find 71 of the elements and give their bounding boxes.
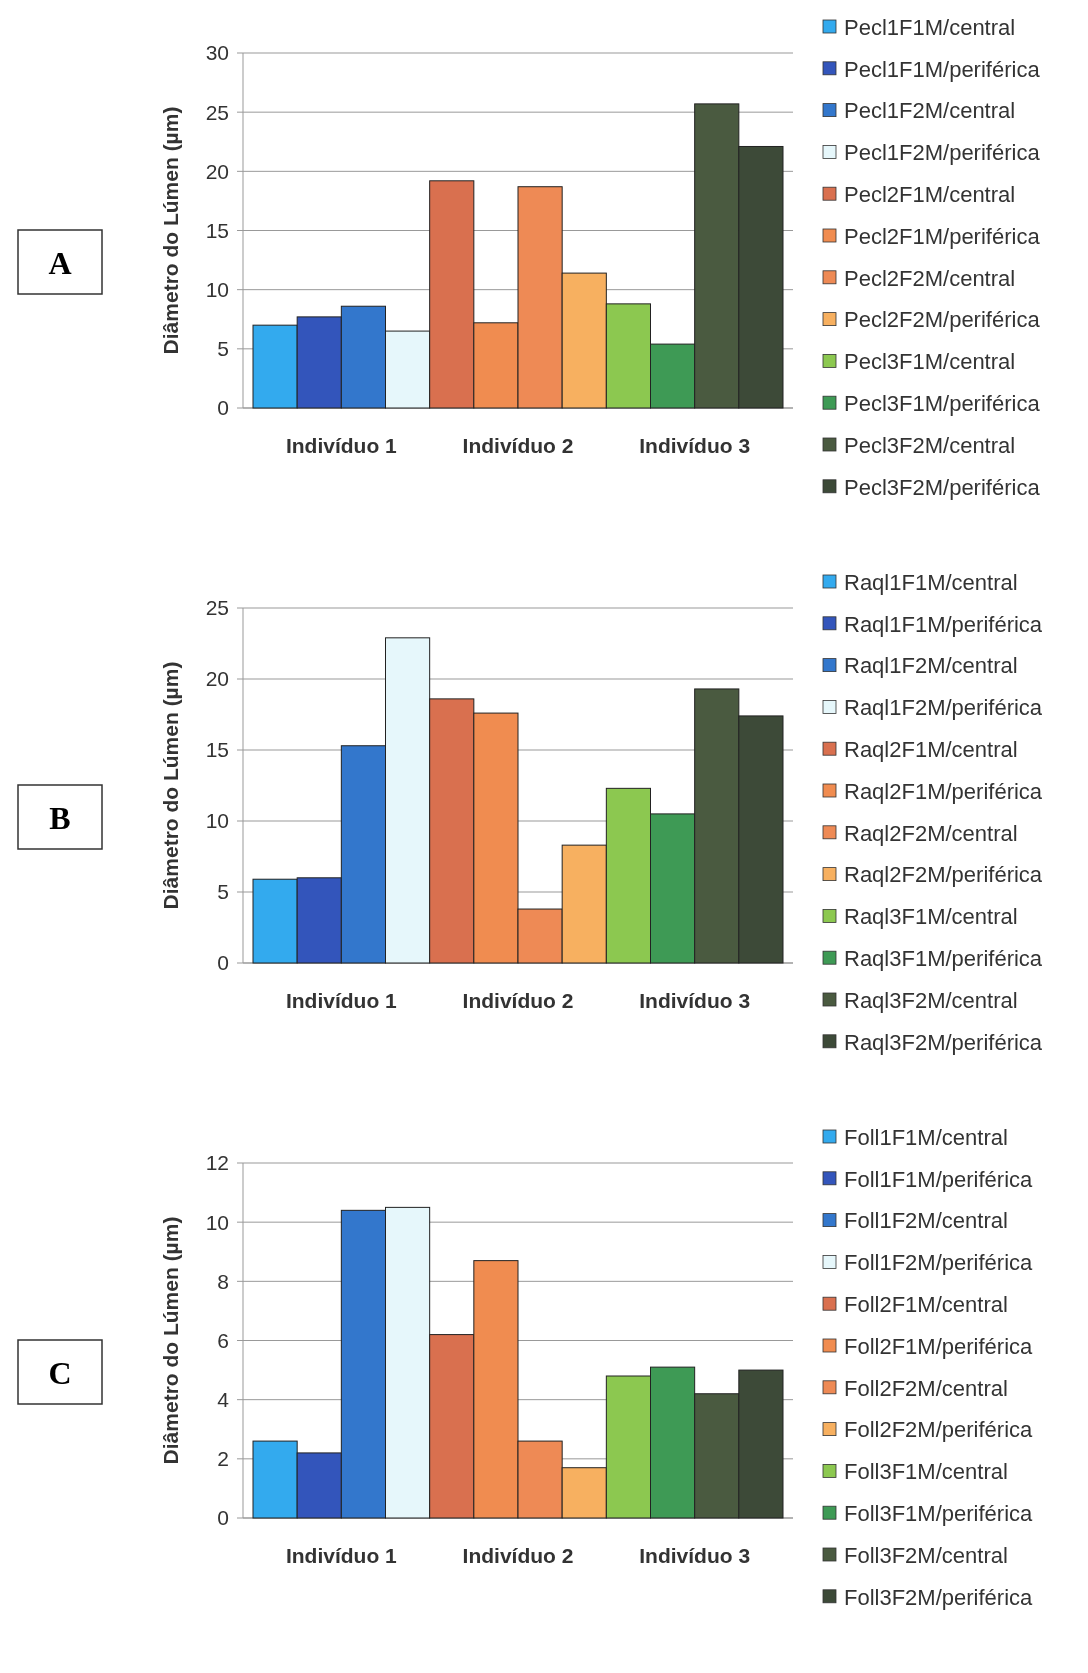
legend-label: Foll1F2M/periférica [844,1250,1034,1276]
legend-label: Pecl2F1M/central [844,181,1016,207]
y-tick-label: 5 [217,337,229,361]
legend-label: Raql1F1M/central [844,569,1018,595]
legend-label: Foll3F1M/periférica [844,1500,1034,1526]
legend-label: Foll1F1M/central [844,1124,1008,1150]
y-tick-label: 10 [205,809,229,833]
legend-label: Foll3F2M/central [844,1542,1008,1568]
legend-label: Foll2F2M/periférica [844,1417,1034,1443]
legend-label: Raql2F1M/periférica [844,778,1043,804]
legend-label: Pecl2F1M/periférica [844,223,1041,249]
legend-label: Pecl3F2M/periférica [844,474,1041,500]
y-tick-label: 15 [205,738,229,762]
legend-label: Pecl1F2M/periférica [844,140,1041,166]
y-tick-label: 6 [217,1328,229,1352]
legend-label: Raql2F2M/central [844,820,1018,846]
legend-label: Raql1F2M/central [844,653,1018,679]
x-tick-label: Indivíduo 3 [639,434,751,457]
x-tick-label: Indivíduo 2 [462,989,574,1012]
y-tick-label: 12 [205,1151,229,1175]
text: C [48,1355,72,1391]
legend-label: Raql2F1M/central [844,736,1018,762]
x-tick-label: Indivíduo 3 [639,1544,751,1567]
legend-label: Raql3F1M/periférica [844,945,1043,971]
legend-label: Foll3F2M/periférica [844,1584,1034,1610]
y-tick-label: 5 [217,880,229,904]
legend-label: Pecl3F1M/central [844,349,1016,375]
legend-label: Foll1F1M/periférica [844,1166,1034,1192]
legend-label: Pecl1F2M/central [844,98,1016,124]
legend-label: Pecl1F1M/periférica [844,56,1041,82]
legend-label: Pecl2F2M/central [844,265,1016,291]
legend-label: Raql3F2M/periférica [844,1029,1043,1055]
legend-label: Foll2F1M/central [844,1291,1008,1317]
y-tick-label: 0 [217,396,229,420]
y-axis-title: Diâmetro do Lúmen (µm) [159,1216,182,1465]
legend-label: Pecl2F2M/periférica [844,307,1041,333]
x-tick-label: Indivíduo 1 [285,1544,398,1567]
y-axis-title: Diâmetro do Lúmen (µm) [159,106,182,355]
y-tick-label: 20 [205,667,229,691]
legend-label: Pecl1F1M/central [844,14,1016,40]
legend-label: Foll1F2M/central [844,1208,1008,1234]
y-tick-label: 10 [205,278,229,302]
text: B [49,800,71,836]
y-tick-label: 2 [217,1447,229,1471]
y-tick-label: 30 [205,41,229,65]
legend-label: Raql2F2M/periférica [844,862,1043,888]
x-tick-label: Indivíduo 2 [462,1544,574,1567]
y-axis-title: Diâmetro do Lúmen (µm) [159,661,182,910]
y-tick-label: 0 [217,1506,229,1530]
y-tick-label: 4 [217,1388,230,1412]
legend-label: Raql3F2M/central [844,987,1018,1013]
legend-label: Pecl3F2M/central [844,432,1016,458]
y-tick-label: 8 [217,1269,229,1293]
legend-label: Raql3F1M/central [844,904,1018,930]
legend-label: Foll2F2M/central [844,1375,1008,1401]
text: A [48,245,72,281]
legend-label: Foll3F1M/central [844,1459,1008,1485]
x-tick-label: Indivíduo 1 [285,434,398,457]
y-tick-label: 15 [205,218,229,242]
x-tick-label: Indivíduo 1 [285,989,398,1012]
y-tick-label: 25 [205,596,229,620]
y-tick-label: 10 [205,1210,229,1234]
legend-label: Raql1F1M/periférica [844,611,1043,637]
y-tick-label: 25 [205,100,229,124]
y-tick-label: 20 [205,159,229,183]
legend-label: Foll2F1M/periférica [844,1333,1034,1359]
x-tick-label: Indivíduo 3 [639,989,751,1012]
y-tick-label: 0 [217,951,229,975]
legend-label: Pecl3F1M/periférica [844,390,1041,416]
x-tick-label: Indivíduo 2 [462,434,574,457]
legend-label: Raql1F2M/periférica [844,695,1043,721]
